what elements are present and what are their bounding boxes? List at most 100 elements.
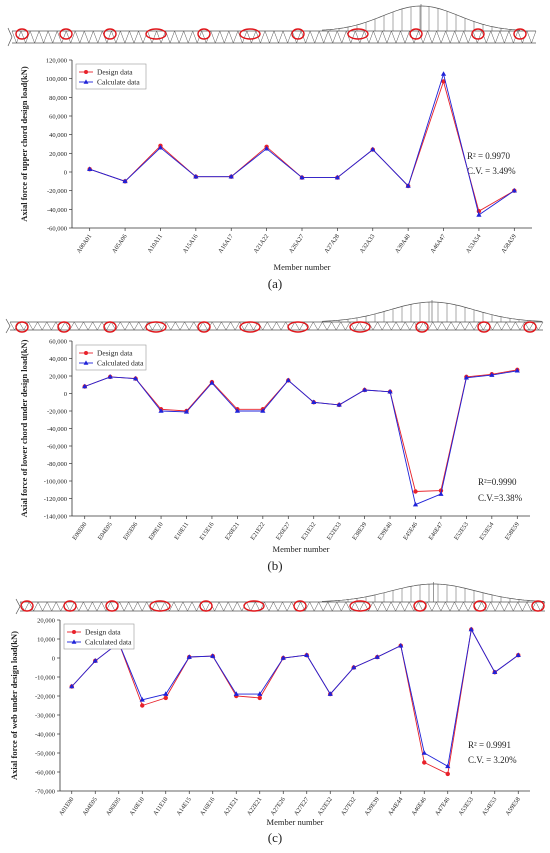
x-tick-label: A10A11: [146, 233, 164, 254]
x-tick-label: A44E44: [387, 796, 405, 817]
y-tick-label: -40,000: [47, 426, 67, 433]
truss-diagram-b: [5, 300, 544, 334]
calculated-data-point: [468, 626, 474, 632]
highlight-circle: [239, 321, 261, 333]
y-tick-label: 10,000: [37, 637, 55, 644]
calculated-data-point: [405, 183, 411, 188]
x-tick-label: A10E10: [128, 796, 146, 817]
load-distribution-lines: [329, 302, 538, 322]
legend-label: Design data: [97, 349, 133, 358]
panel-a: Axial force of upper chord design load(k…: [7, 4, 537, 291]
support-symbol: [5, 318, 11, 334]
highlight-circle: [413, 600, 427, 612]
highlight-circle: [349, 321, 371, 333]
calculated-data-point: [489, 372, 495, 377]
x-tick-label: E46E47: [427, 521, 444, 541]
x-tick-label: A11E10: [152, 796, 169, 817]
highlight-circle: [145, 28, 167, 40]
cv-value-b: C.V.=3.38%: [478, 493, 523, 503]
calculated-data-point: [412, 501, 419, 507]
series-line-design: [84, 369, 518, 492]
calculated-data-point: [228, 173, 234, 179]
x-tick-label: A54E53: [481, 796, 499, 817]
calculated-data-point: [133, 375, 139, 381]
y-tick-label: -40,000: [35, 732, 55, 739]
load-distribution-curve: [321, 583, 544, 602]
calculated-data-point: [87, 166, 93, 171]
panel-c: Axial force of web under design load(kN)…: [9, 582, 546, 845]
calculated-data-point: [210, 653, 216, 658]
legend-label: Calculated data: [85, 638, 132, 647]
legend-marker: [71, 639, 77, 644]
x-tick-label: E58E59: [504, 521, 521, 541]
calculated-data-point: [374, 654, 380, 659]
calculated-data-point: [492, 669, 498, 675]
x-tick-label: A21A22: [252, 233, 270, 254]
highlight-circle: [293, 600, 307, 612]
calculated-data-point: [511, 187, 517, 193]
cv-value-c: C.V. = 3.20%: [468, 755, 517, 765]
y-tick-label: -20,000: [35, 694, 55, 701]
x-tick-label: E15E16: [198, 521, 215, 541]
cv-value-a: C.V. = 3.49%: [467, 166, 516, 176]
highlight-circle: [149, 600, 171, 612]
chart-c: Axial force of web under design load(kN)…: [9, 618, 530, 827]
x-tick-label: E32E33: [326, 521, 343, 541]
x-tick-label: A00A01: [75, 233, 93, 254]
y-axis-label-b: Axial force of lower chord under design …: [19, 339, 29, 517]
calculated-data-point: [311, 399, 317, 405]
x-tick-label: E05E06: [122, 521, 139, 541]
x-tick-label: A01E00: [58, 796, 76, 817]
highlight-circle: [145, 321, 167, 333]
highlight-circle: [287, 321, 309, 333]
calculated-data-point: [334, 174, 340, 180]
x-tick-label: A37E32: [340, 796, 358, 817]
calculated-data-point: [186, 654, 192, 659]
x-tick-label: A32A33: [358, 233, 376, 254]
highlight-circle: [531, 600, 545, 612]
y-tick-label: -80,000: [47, 461, 67, 468]
x-tick-label: A27A28: [323, 233, 341, 254]
caption-b: (b): [267, 558, 282, 573]
highlight-circle: [473, 600, 487, 612]
chart-b: Axial force of lower chord under design …: [19, 339, 530, 554]
x-axis-label-b: Member number: [273, 544, 330, 554]
x-tick-label: A22E21: [246, 796, 264, 817]
legend-box: [75, 63, 147, 90]
legend-marker: [83, 79, 89, 84]
y-tick-label: -20,000: [47, 409, 67, 416]
legend-marker: [72, 630, 76, 634]
x-tick-label: E20E21: [224, 521, 241, 541]
calculated-data-point: [514, 367, 520, 373]
x-tick-label: E04E05: [97, 521, 114, 541]
calculated-data-point: [122, 178, 128, 184]
y-tick-label: -120,000: [44, 496, 67, 503]
x-tick-label: A53E53: [457, 796, 475, 817]
highlight-circle: [197, 321, 211, 333]
x-tick-label: E52E53: [453, 521, 470, 541]
y-tick-label: -50,000: [35, 751, 55, 758]
truss-web-members: [9, 321, 544, 331]
y-tick-label: 60,000: [49, 339, 67, 346]
y-tick-label: 0: [64, 170, 67, 177]
x-tick-label: A53A54: [465, 233, 483, 254]
x-tick-label: A21E21: [222, 796, 240, 817]
calculated-data-point: [163, 691, 169, 696]
truss-diagram-c: [15, 582, 546, 615]
highlight-circle: [349, 600, 371, 612]
series-line-calculated: [71, 628, 519, 768]
highlight-circle: [513, 28, 527, 40]
highlight-circle: [477, 321, 491, 333]
calculated-data-point: [82, 383, 88, 389]
calculated-data-point: [351, 664, 357, 670]
calculated-data-point: [209, 380, 215, 385]
calculated-data-point: [69, 683, 75, 689]
calculated-data-point: [370, 146, 376, 152]
calculated-data-point: [157, 144, 164, 150]
calculated-data-point: [183, 409, 190, 414]
x-tick-label: A15A16: [182, 233, 200, 254]
r-squared-a: R² = 0.9970: [467, 151, 511, 161]
